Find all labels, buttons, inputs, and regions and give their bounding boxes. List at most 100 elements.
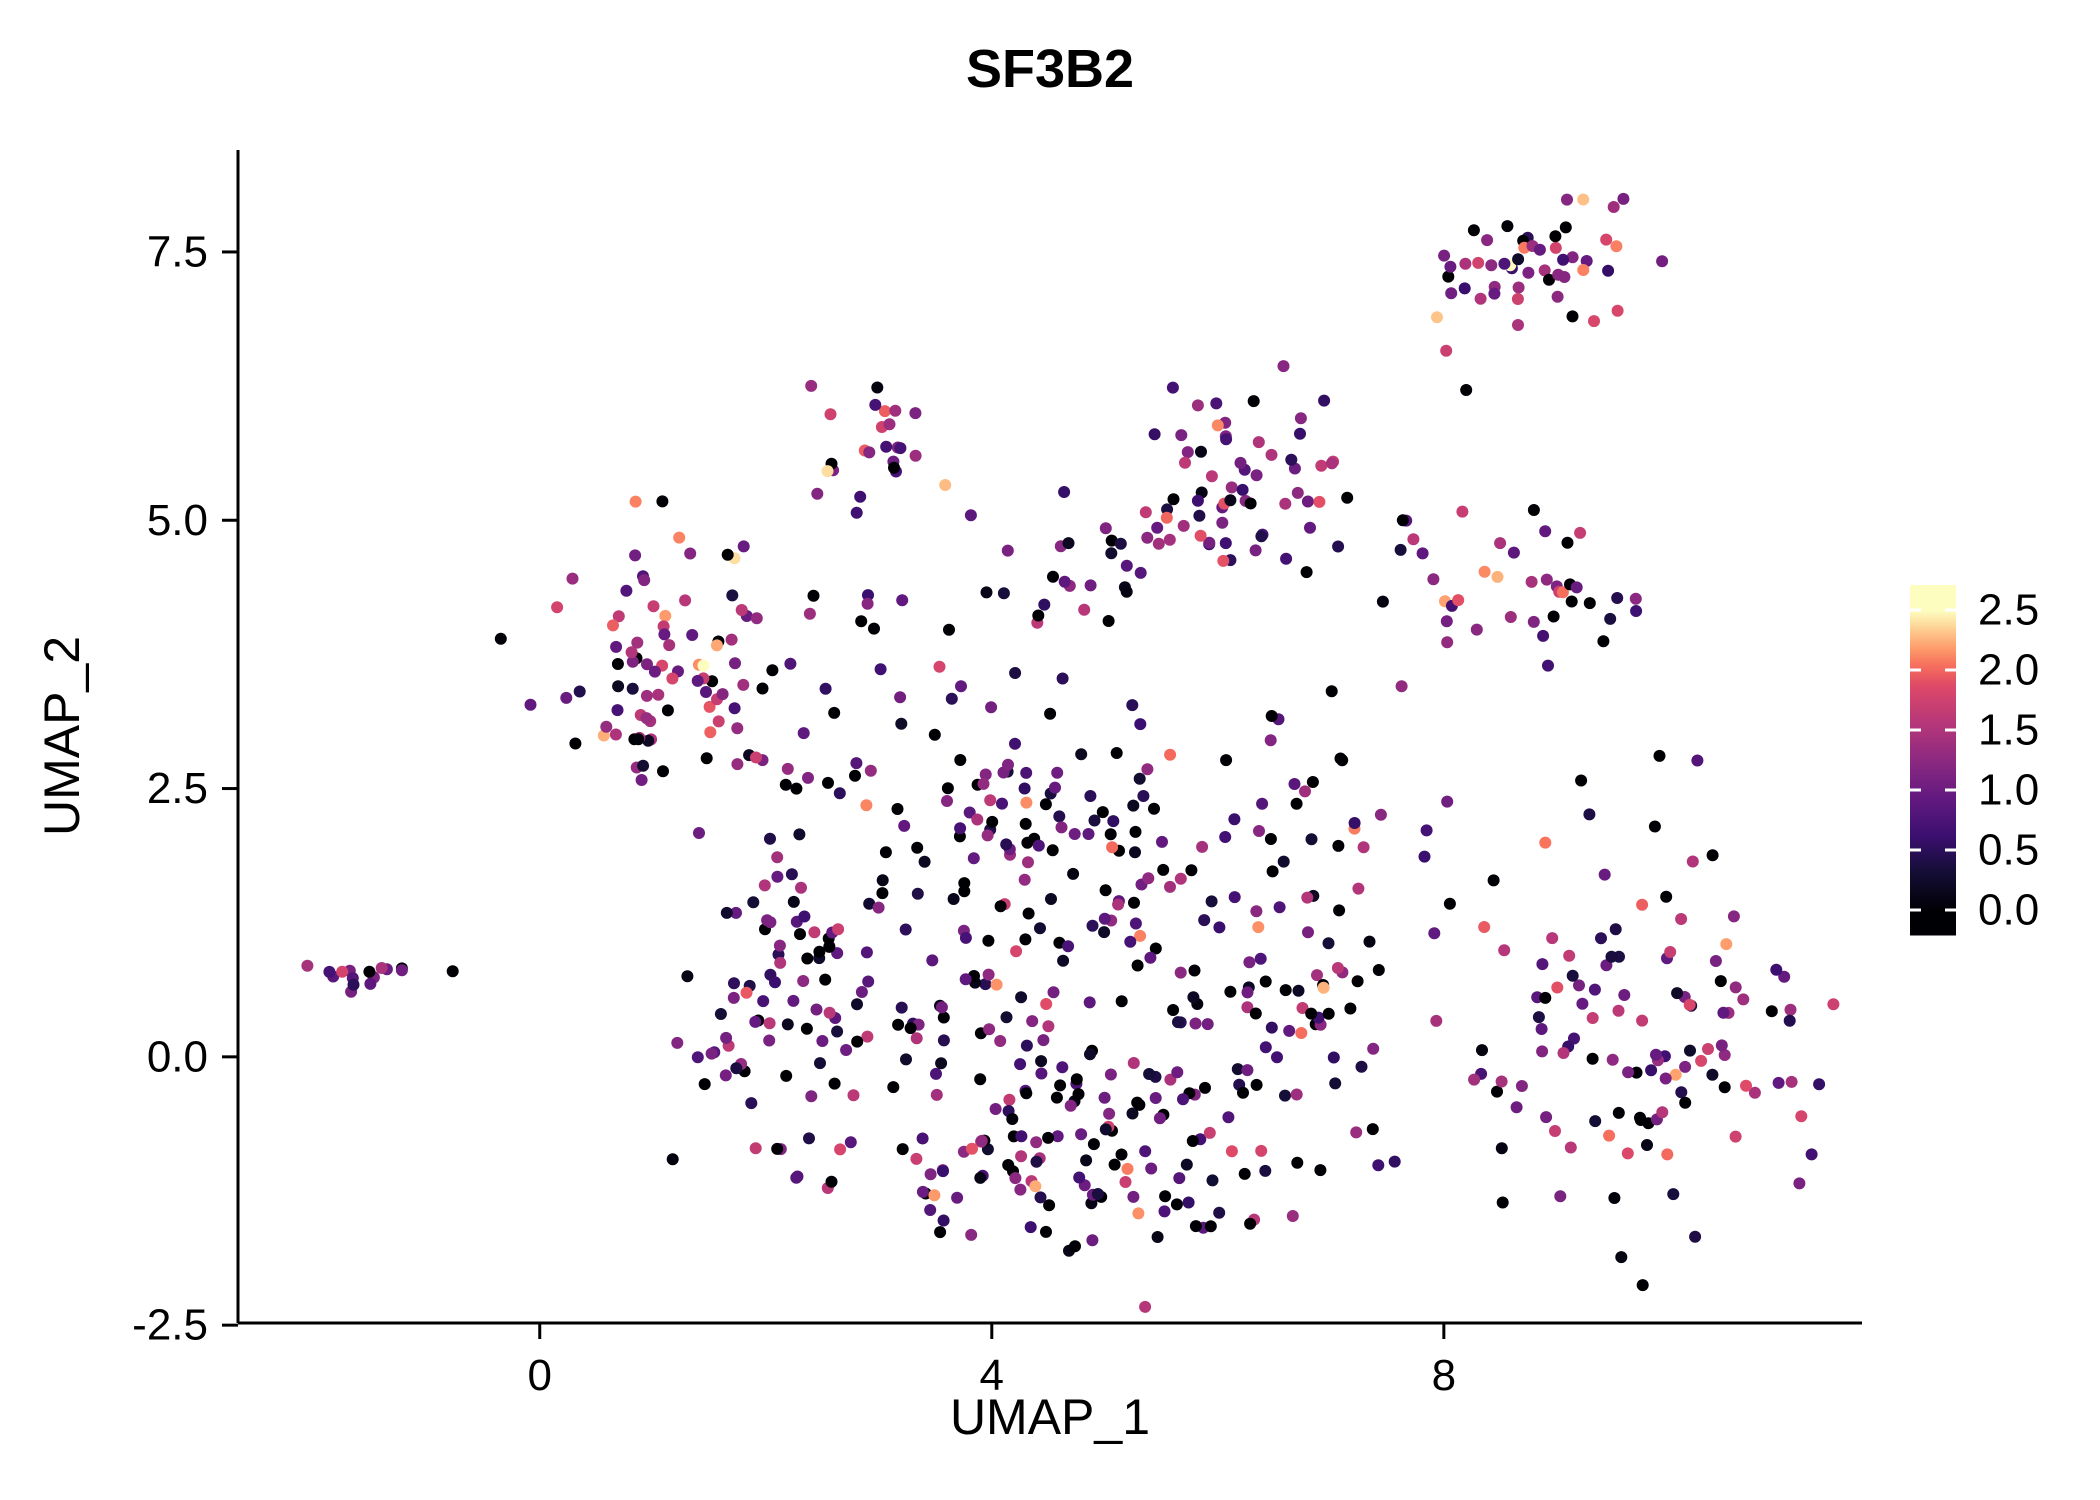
colorbar-slice bbox=[1910, 787, 1956, 790]
data-point bbox=[716, 688, 729, 701]
data-point bbox=[560, 691, 573, 704]
data-point bbox=[1597, 635, 1610, 648]
data-point bbox=[855, 986, 868, 998]
data-point bbox=[1608, 1192, 1621, 1204]
data-point bbox=[1182, 1196, 1195, 1209]
colorbar-slice bbox=[1910, 819, 1956, 822]
data-point bbox=[1350, 1126, 1363, 1139]
data-point bbox=[1612, 1106, 1625, 1119]
data-point bbox=[1141, 763, 1154, 776]
data-point bbox=[1542, 659, 1554, 672]
data-point bbox=[1367, 1042, 1380, 1055]
data-point bbox=[1056, 672, 1069, 685]
data-point bbox=[1009, 1172, 1022, 1185]
colorbar-slice bbox=[1910, 837, 1956, 840]
data-point bbox=[965, 1228, 978, 1241]
colorbar-slice bbox=[1910, 809, 1956, 812]
data-point bbox=[1112, 898, 1125, 911]
colorbar-slice bbox=[1910, 593, 1956, 596]
data-point bbox=[1188, 964, 1201, 977]
data-point bbox=[828, 1077, 841, 1090]
data-point bbox=[749, 1142, 762, 1155]
data-point bbox=[1156, 835, 1168, 848]
data-point bbox=[774, 956, 787, 969]
colorbar-slice bbox=[1910, 835, 1956, 838]
data-point bbox=[1103, 1107, 1116, 1120]
colorbar-slice bbox=[1910, 865, 1956, 868]
data-point bbox=[1622, 1066, 1635, 1079]
data-point bbox=[1352, 882, 1365, 895]
data-point bbox=[1058, 575, 1071, 588]
data-point bbox=[1042, 1020, 1055, 1033]
data-point bbox=[1020, 1039, 1033, 1052]
data-point bbox=[864, 764, 877, 777]
data-point bbox=[1607, 201, 1620, 213]
data-point bbox=[959, 931, 972, 944]
colorbar-slice bbox=[1910, 761, 1956, 764]
data-point bbox=[1589, 1115, 1602, 1128]
data-point bbox=[844, 1136, 857, 1149]
data-point bbox=[1501, 220, 1514, 233]
data-point bbox=[1459, 257, 1472, 270]
data-point bbox=[1765, 1005, 1778, 1018]
data-point bbox=[800, 1022, 813, 1035]
data-point bbox=[1727, 910, 1740, 923]
data-point bbox=[1000, 838, 1013, 851]
data-point bbox=[620, 584, 633, 597]
data-point bbox=[1420, 824, 1433, 837]
data-point bbox=[1264, 734, 1277, 747]
data-point bbox=[889, 404, 902, 417]
data-point bbox=[1315, 459, 1328, 472]
data-point bbox=[1115, 1148, 1128, 1161]
data-point bbox=[1205, 895, 1218, 908]
data-point bbox=[1039, 798, 1052, 811]
data-point bbox=[1133, 772, 1146, 785]
data-point bbox=[1507, 546, 1520, 559]
data-point bbox=[1034, 1191, 1047, 1204]
colorbar-slice bbox=[1910, 625, 1956, 628]
data-point bbox=[1222, 1111, 1235, 1124]
data-point bbox=[684, 547, 697, 560]
data-point bbox=[1295, 1027, 1308, 1039]
colorbar-slice bbox=[1910, 757, 1956, 760]
data-point bbox=[894, 442, 907, 455]
colorbar-slice bbox=[1910, 633, 1956, 636]
colorbar-slice bbox=[1910, 873, 1956, 876]
colorbar-slice bbox=[1910, 813, 1956, 816]
data-point bbox=[1072, 1088, 1085, 1101]
legend-tick-label: 1.0 bbox=[1978, 766, 2039, 815]
colorbar-slice bbox=[1910, 733, 1956, 736]
data-point bbox=[1120, 559, 1133, 572]
data-point bbox=[1057, 954, 1070, 967]
data-point bbox=[964, 509, 977, 522]
data-point bbox=[1139, 1300, 1152, 1313]
data-point bbox=[1024, 1221, 1037, 1234]
data-point bbox=[784, 657, 797, 670]
data-point bbox=[790, 782, 803, 795]
colorbar-slice bbox=[1910, 853, 1956, 856]
data-point bbox=[1441, 795, 1454, 808]
data-point bbox=[1504, 611, 1517, 623]
data-point bbox=[1206, 1174, 1219, 1187]
data-point bbox=[1294, 412, 1307, 425]
colorbar-slice bbox=[1910, 693, 1956, 696]
data-point bbox=[1488, 287, 1501, 300]
data-point bbox=[951, 1191, 964, 1204]
data-point bbox=[671, 1036, 684, 1049]
data-point bbox=[801, 952, 814, 965]
data-point bbox=[1565, 595, 1578, 608]
legend-tick-label: 0.0 bbox=[1978, 886, 2039, 935]
data-point bbox=[1566, 310, 1579, 323]
data-point bbox=[1605, 950, 1618, 963]
data-point bbox=[1418, 850, 1431, 863]
data-point bbox=[1015, 991, 1028, 1004]
data-point bbox=[1173, 1172, 1186, 1185]
data-point bbox=[1586, 1012, 1599, 1024]
data-point bbox=[1458, 282, 1471, 295]
data-point bbox=[1772, 1076, 1785, 1089]
data-point bbox=[761, 914, 774, 927]
data-point bbox=[933, 660, 946, 673]
data-point bbox=[663, 639, 676, 652]
colorbar-slice bbox=[1910, 699, 1956, 702]
data-point bbox=[943, 623, 955, 636]
